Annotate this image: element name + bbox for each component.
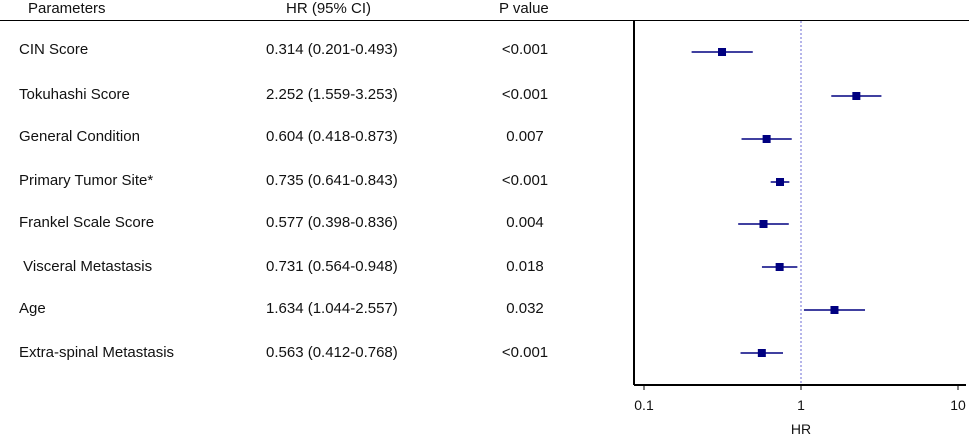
row-parameter: Tokuhashi Score: [19, 86, 130, 103]
row-parameter: Extra-spinal Metastasis: [19, 344, 175, 361]
table-row: Frankel Scale Score 0.577 (0.398-0.836) …: [0, 212, 620, 234]
table-row: Age 1.634 (1.044-2.557) 0.032: [0, 298, 620, 320]
row-hr: 2.252 (1.559-3.253): [266, 86, 398, 103]
row-parameter: Frankel Scale Score: [19, 214, 155, 231]
row-p-value: 0.018: [506, 258, 544, 275]
plot-marks: [691, 48, 882, 357]
table-row: Primary Tumor Site* 0.735 (0.641-0.843) …: [0, 170, 620, 192]
table-row: Tokuhashi Score 2.252 (1.559-3.253) <0.0…: [0, 84, 620, 106]
row-parameter: Visceral Metastasis: [19, 258, 153, 275]
hr-marker: [775, 263, 784, 271]
row-p-value: 0.032: [506, 300, 544, 317]
row-p-value: <0.001: [501, 86, 549, 103]
row-parameter: General Condition: [19, 128, 140, 145]
row-hr: 0.314 (0.201-0.493): [266, 41, 398, 58]
hr-marker: [718, 48, 727, 56]
row-hr: 0.735 (0.641-0.843): [266, 172, 398, 189]
x-axis: 0.1 1 10 HR: [634, 385, 966, 436]
x-axis-label: HR: [791, 421, 811, 436]
table-row: CIN Score 0.314 (0.201-0.493) <0.001: [0, 39, 620, 61]
row-hr: 0.731 (0.564-0.948): [266, 258, 398, 275]
row-p-value: <0.001: [501, 172, 549, 189]
header-parameters: Parameters: [28, 0, 106, 17]
hr-marker: [852, 92, 861, 100]
hr-marker: [759, 220, 768, 228]
header-p-value: P value: [499, 0, 549, 17]
hr-marker: [762, 135, 771, 143]
plot-frame: [633, 21, 966, 386]
hr-marker: [776, 178, 785, 186]
row-p-value: <0.001: [501, 344, 549, 361]
row-parameter: Age: [19, 300, 46, 317]
row-hr: 0.604 (0.418-0.873): [266, 128, 398, 145]
row-parameter: Primary Tumor Site*: [19, 172, 154, 189]
row-hr: 0.577 (0.398-0.836): [266, 214, 398, 231]
table-row: Extra-spinal Metastasis 0.563 (0.412-0.7…: [0, 342, 620, 364]
row-parameter: CIN Score: [19, 41, 89, 58]
row-p-value: 0.004: [506, 214, 544, 231]
row-hr: 0.563 (0.412-0.768): [266, 344, 398, 361]
hr-marker: [830, 306, 839, 314]
table-row: Visceral Metastasis 0.731 (0.564-0.948) …: [0, 256, 620, 278]
x-tick-label: 1: [797, 397, 805, 413]
header-divider: [0, 20, 969, 21]
row-hr: 1.634 (1.044-2.557): [266, 300, 398, 317]
row-p-value: <0.001: [501, 41, 549, 58]
header-hr: HR (95% CI): [286, 0, 372, 17]
row-p-value: 0.007: [506, 128, 544, 145]
table-row: General Condition 0.604 (0.418-0.873) 0.…: [0, 126, 620, 148]
x-tick-label: 0.1: [634, 397, 654, 413]
hr-marker: [757, 349, 766, 357]
x-tick-label: 10: [950, 397, 966, 413]
